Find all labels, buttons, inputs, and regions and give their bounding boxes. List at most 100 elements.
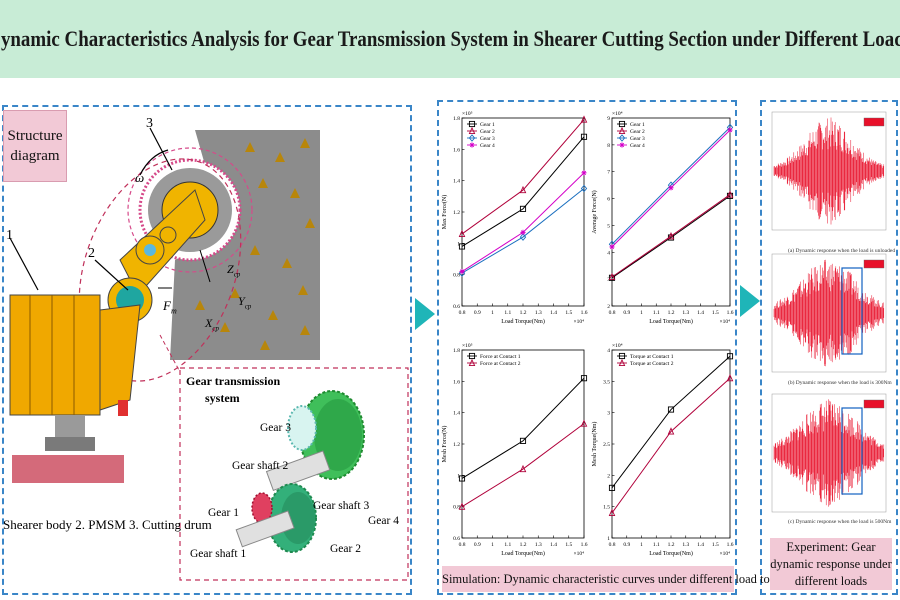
chart-mesh-force: 0.8 0.9 1 1.1 1.2 1.3 1.4 1.5 1.60.60.811.21.41.… (441, 343, 588, 557)
x-tick-label: 1.4 (550, 542, 557, 548)
data-point (458, 502, 466, 510)
shearer-structure-illustration (9, 127, 409, 581)
structure-caption: Shearer body 2. PMSM 3. Cutting drum (3, 517, 212, 532)
x-axis-label: Load Torque(Nm) (649, 550, 693, 557)
simulation-panel (437, 100, 737, 595)
x-tick-label: 1.2 (520, 310, 527, 316)
y-exponent: ×10⁴ (612, 111, 623, 117)
x-tick-label: 1.5 (712, 310, 719, 316)
x-tick-label: 1.4 (697, 310, 704, 316)
gear-3-label: Gear 3 (260, 422, 291, 434)
y-tick-label: 2 (607, 304, 610, 310)
gear-shaft-1-label: Gear shaft 1 (190, 548, 247, 560)
y-tick-label: 8 (607, 143, 610, 149)
y-tick-label: 1.2 (453, 210, 460, 216)
label-number-2: 2 (88, 246, 95, 261)
x-tick-label: 1.6 (581, 542, 588, 548)
experiment-signals (771, 111, 887, 513)
data-point (468, 134, 476, 142)
y-axis-label: Mesh Force(N) (441, 426, 448, 463)
ycp-symbol: Ycp (238, 294, 251, 310)
plot-area (611, 349, 731, 539)
x-tick-label: 1.1 (504, 542, 511, 548)
highlight-box (841, 267, 863, 355)
data-point (726, 374, 734, 382)
experiment-caption-a: (a) Dynamic response when the load is un… (788, 248, 896, 254)
y-exponent: ×10⁴ (612, 343, 623, 349)
data-point (580, 115, 588, 123)
chart-mesh-torque: 0.8 0.9 1 1.1 1.2 1.3 1.4 1.5 1.6 1 1.5 2 2.5 3 3.5 4 Lo… (591, 343, 734, 557)
data-point (668, 185, 674, 191)
y-tick-label: 4 (607, 250, 610, 256)
y-tick-label: 0.6 (453, 304, 460, 310)
chart-max-force: 0.8 0.9 1 1.1 1.2 1.3 1.4 1.5 1.60.60.811.21.41.… (441, 111, 588, 325)
series-line (611, 355, 731, 489)
data-point (608, 274, 616, 281)
data-point (469, 142, 475, 148)
y-tick-label: 2.5 (603, 442, 610, 448)
data-point (519, 205, 527, 212)
data-point (726, 190, 734, 198)
y-tick-label: 0.6 (453, 536, 460, 542)
series-line (461, 423, 585, 508)
x-tick-label: 0.9 (474, 310, 481, 316)
data-point (519, 464, 527, 473)
x-exponent: ×10⁴ (573, 551, 584, 557)
fm-letter: F (163, 298, 171, 313)
y-tick-label: 3.5 (603, 379, 610, 385)
plot-area (461, 117, 585, 307)
legend-label: Gear 4 (480, 143, 495, 149)
signal-waveform (773, 259, 885, 367)
title-bar: Dynamic Characteristics Analysis for Gea… (0, 0, 900, 78)
y-tick-label: 9 (607, 116, 610, 122)
x-tick-label: 1 (640, 310, 643, 316)
x-exponent: ×10⁴ (719, 319, 730, 325)
x-tick-label: 1.4 (550, 310, 557, 316)
data-point (667, 231, 675, 240)
label-number-1: 1 (6, 228, 13, 243)
x-tick-label: 0.8 (459, 310, 466, 316)
data-point (520, 229, 526, 235)
x-tick-label: 1 (491, 542, 494, 548)
y-tick-label: 3 (607, 277, 610, 283)
y-tick-label: 2 (607, 473, 610, 479)
y-axis-label: Max Force(N) (441, 195, 448, 230)
y-tick-label: 1.5 (603, 505, 610, 511)
x-tick-label: 1.2 (668, 542, 675, 548)
series-line (611, 127, 731, 245)
data-point (618, 352, 626, 360)
x-tick-label: 1.1 (653, 542, 660, 548)
y-tick-label: 1.6 (453, 379, 460, 385)
legend-label: Gear 2 (480, 129, 495, 135)
x-tick-label: 1.5 (565, 310, 572, 316)
x-tick-label: 0.8 (609, 542, 616, 548)
data-point (458, 229, 466, 237)
data-point (468, 126, 476, 135)
data-point (458, 243, 466, 250)
y-tick-label: 1.8 (453, 348, 460, 354)
data-point (519, 437, 527, 444)
arrow-right-icon (415, 298, 435, 330)
fm-symbol: Fm (163, 298, 177, 316)
data-point (580, 133, 588, 140)
data-point (726, 353, 734, 360)
data-point (619, 142, 625, 148)
y-tick-label: 1 (457, 241, 460, 247)
y-tick-label: 3 (607, 411, 610, 417)
experiment-caption-c: (c) Dynamic response when the load is 50… (788, 519, 892, 525)
series-line (611, 195, 731, 279)
experiment-label: Experiment: Gear dynamic response under … (770, 538, 892, 590)
x-tick-label: 1 (491, 310, 494, 316)
experiment-panel (760, 100, 898, 595)
y-tick-label: 0.8 (453, 273, 460, 279)
coal-seam (170, 130, 320, 360)
zcp-letter: Z (227, 262, 234, 276)
xcp-letter: X (205, 316, 213, 330)
y-tick-label: 4 (607, 348, 610, 354)
xcp-symbol: Xcp (205, 316, 219, 332)
signal-plot (771, 393, 887, 513)
y-axis-label: Average Force(N) (591, 190, 598, 233)
data-point (609, 244, 615, 250)
data-point (618, 358, 626, 367)
data-point (458, 269, 466, 277)
